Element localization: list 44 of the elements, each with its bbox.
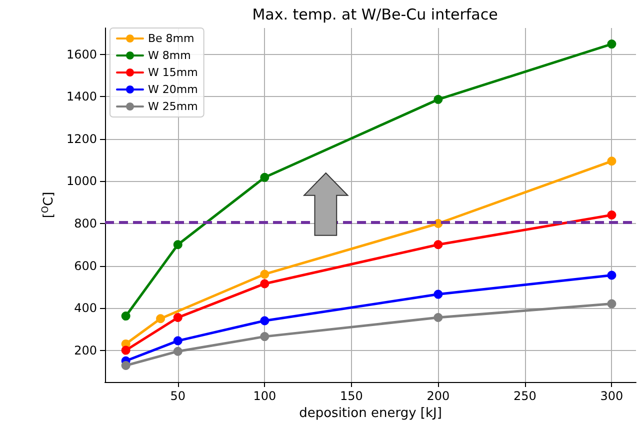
y-tick-label: 1400 — [66, 90, 97, 104]
point — [260, 270, 270, 279]
point — [607, 299, 616, 308]
point — [260, 279, 270, 288]
x-tick-label: 100 — [253, 389, 276, 403]
point — [607, 270, 616, 280]
point — [173, 313, 182, 322]
point — [121, 346, 130, 355]
y-tick-label: 1600 — [66, 47, 97, 62]
point — [260, 332, 270, 342]
y-tick-label: 1000 — [66, 174, 97, 188]
point — [260, 316, 270, 326]
y-axis-title: [OC] — [41, 192, 57, 218]
x-axis-title: deposition energy [kJ] — [299, 406, 442, 421]
point — [434, 290, 443, 299]
chart-title: Max. temp. at W/Be-Cu interface — [252, 6, 498, 24]
point — [434, 313, 443, 322]
point — [173, 336, 182, 346]
legend-label: W 20mm — [148, 83, 198, 96]
x-tick-label: 150 — [340, 389, 363, 403]
y-tick-label: 600 — [74, 258, 97, 273]
point — [607, 40, 616, 49]
point — [121, 312, 130, 321]
point — [121, 361, 130, 370]
point — [260, 172, 270, 182]
x-tick-label: 200 — [426, 389, 450, 403]
x-tick-label: 50 — [170, 389, 186, 403]
point — [434, 240, 443, 250]
x-tick-label: 300 — [600, 389, 624, 403]
y-tick-label: 200 — [74, 343, 97, 358]
x-tick-label: 250 — [513, 389, 536, 403]
legend-label: W 25mm — [148, 100, 198, 113]
y-tick-label: 800 — [74, 216, 97, 230]
point — [607, 210, 616, 220]
y-tick-label: 400 — [74, 301, 97, 316]
point — [173, 346, 182, 356]
legend-label: Be 8mm — [148, 32, 194, 45]
point — [607, 156, 616, 166]
point — [156, 314, 166, 324]
y-tick-label: 1200 — [66, 132, 97, 146]
legend-label: W 15mm — [148, 66, 198, 79]
legend-label: W 8mm — [148, 49, 191, 62]
point — [434, 94, 443, 104]
point — [173, 240, 182, 250]
